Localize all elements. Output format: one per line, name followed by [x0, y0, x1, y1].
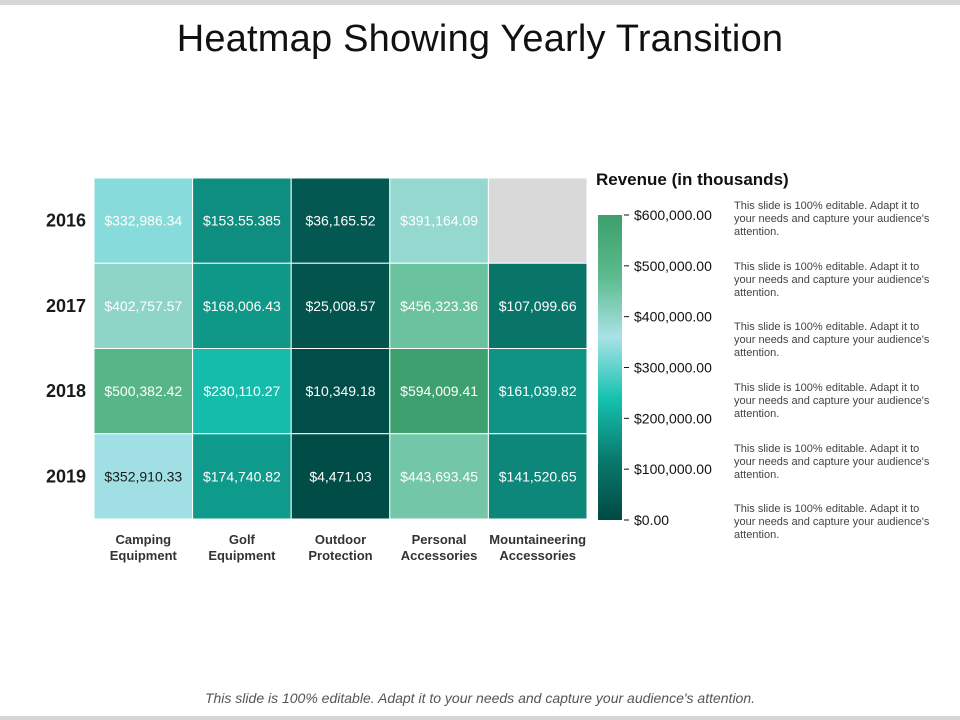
heatmap-cell [487, 177, 588, 264]
column-label: Protection [308, 548, 372, 563]
column-label: Accessories [401, 548, 478, 563]
cell-value-label: $161,039.82 [499, 383, 577, 399]
cell-value-label: $174,740.82 [203, 468, 281, 484]
column-label: Mountaineering [489, 532, 586, 547]
heatmap-cell [93, 433, 194, 520]
column-label: Equipment [110, 548, 178, 563]
colorbar [598, 215, 622, 520]
note-text: This slide is 100% editable. Adapt it to… [734, 382, 930, 420]
cell-value-label: $153.55.385 [203, 213, 281, 229]
cell-value-label: $36,165.52 [305, 213, 375, 229]
legend-title: Revenue (in thousands) [596, 170, 789, 189]
heatmap-cell [93, 262, 194, 349]
heatmap-cell [290, 433, 391, 520]
cell-value-label: $4,471.03 [309, 468, 371, 484]
column-label: Personal [412, 532, 467, 547]
heatmap-cell [487, 433, 588, 520]
colorbar-tick-label: $100,000.00 [634, 461, 712, 477]
cell-value-label: $10,349.18 [305, 383, 375, 399]
heatmap-cell [192, 433, 292, 520]
colorbar-tick-label: $0.00 [634, 512, 669, 528]
heatmap-cell [389, 348, 489, 435]
column-label: Outdoor [315, 532, 366, 547]
cell-value-label: $168,006.43 [203, 298, 281, 314]
cell-value-label: $391,164.09 [400, 213, 478, 229]
colorbar-tick-label: $200,000.00 [634, 410, 712, 426]
cell-value-label: $332,986.34 [104, 213, 182, 229]
heatmap-cell [389, 177, 489, 264]
heatmap-cell [487, 262, 588, 349]
heatmap-cell [93, 348, 194, 435]
heatmap-cell [290, 348, 391, 435]
cell-value-label: $107,099.66 [499, 298, 577, 314]
cell-value-label: $594,009.41 [400, 383, 478, 399]
cell-value-label: $352,910.33 [104, 468, 182, 484]
page-title: Heatmap Showing Yearly Transition [176, 18, 784, 60]
note-text: This slide is 100% editable. Adapt it to… [734, 200, 930, 238]
cell-value-label: $456,323.36 [400, 298, 478, 314]
note-text: This slide is 100% editable. Adapt it to… [734, 443, 930, 481]
note-text: This slide is 100% editable. Adapt it to… [734, 503, 930, 541]
cell-value-label: $443,693.45 [400, 468, 478, 484]
bottom-border [0, 716, 960, 720]
column-label: Golf [229, 532, 256, 547]
top-border [0, 0, 960, 5]
heatmap-cell [389, 433, 489, 520]
cell-value-label: $500,382.42 [104, 383, 182, 399]
heatmap-cell [192, 262, 292, 349]
colorbar-tick-label: $400,000.00 [634, 309, 712, 325]
note-text: This slide is 100% editable. Adapt it to… [734, 321, 930, 359]
colorbar-tick-label: $500,000.00 [634, 258, 712, 274]
colorbar-tick-label: $300,000.00 [634, 360, 712, 376]
cell-value-label: $141,520.65 [499, 468, 577, 484]
column-label: Camping [115, 532, 171, 547]
heatmap-cell [290, 177, 391, 264]
colorbar-tick-label: $600,000.00 [634, 207, 712, 223]
row-label: 2016 [46, 211, 86, 231]
heatmap-cell [93, 177, 194, 264]
column-label: Equipment [208, 548, 276, 563]
cell-value-label: $25,008.57 [305, 298, 375, 314]
heatmap-cell [192, 348, 292, 435]
row-label: 2017 [46, 296, 86, 316]
note-text: This slide is 100% editable. Adapt it to… [734, 261, 930, 299]
row-label: 2019 [46, 466, 86, 486]
row-label: 2018 [46, 381, 86, 401]
footer-note: This slide is 100% editable. Adapt it to… [204, 690, 756, 706]
heatmap-cell [487, 348, 588, 435]
column-label: Accessories [499, 548, 576, 563]
cell-value-label: $230,110.27 [203, 383, 280, 399]
cell-value-label: $402,757.57 [104, 298, 182, 314]
